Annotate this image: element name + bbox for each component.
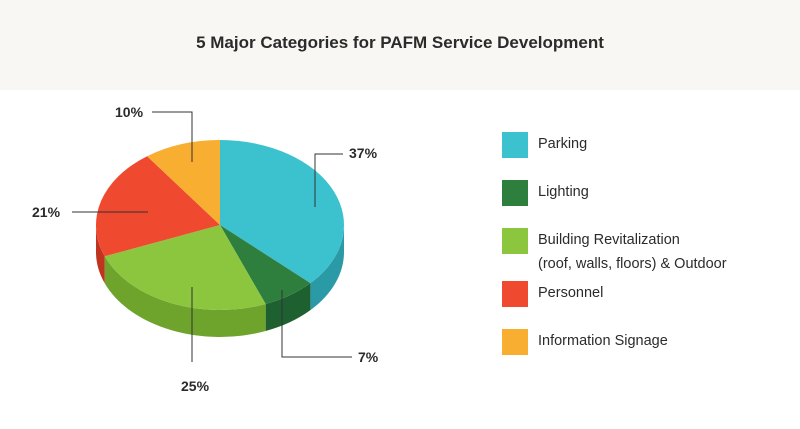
legend-item-parking: Parking: [502, 132, 768, 158]
pie-slice-personnel: [95, 156, 220, 257]
pie-slice-information-signage: [147, 140, 220, 225]
legend-swatch: [502, 228, 528, 254]
leader-line-information-signage: [152, 111, 193, 162]
chart-title: 5 Major Categories for PAFM Service Deve…: [196, 33, 604, 52]
legend-label: Parking: [538, 136, 588, 152]
legend-label: Lighting: [538, 184, 589, 200]
data-label-lighting: 7%: [358, 349, 379, 365]
legend-label: Information Signage: [538, 333, 668, 349]
pie-slice-parking: [220, 140, 344, 284]
legend-label: Building Revitalization (roof, walls, fl…: [538, 232, 727, 272]
legend-swatch: [502, 132, 528, 158]
pie-side-parking: [310, 225, 344, 311]
legend-item-personnel: Personnel: [502, 281, 768, 307]
leader-line-parking: [314, 153, 343, 207]
data-label-building-revitalization: 25%: [181, 378, 210, 394]
leader-line-lighting: [281, 290, 352, 358]
pie-slice-lighting: [220, 225, 311, 305]
title-band: [0, 0, 800, 90]
legend-item-building-revitalization: Building Revitalization (roof, walls, fl…: [502, 228, 768, 276]
data-label-personnel: 21%: [32, 204, 61, 220]
data-label-information-signage: 10%: [115, 104, 144, 120]
legend-item-information-signage: Information Signage: [502, 329, 768, 355]
legend-swatch: [502, 329, 528, 355]
pie-side-building-revitalization: [104, 256, 266, 338]
pie-side-personnel: [96, 225, 105, 284]
legend-swatch: [502, 180, 528, 206]
legend-swatch: [502, 281, 528, 307]
legend-label: Personnel: [538, 285, 604, 301]
pie-side-lighting: [265, 283, 311, 332]
legend-item-lighting: Lighting: [502, 180, 768, 206]
pie-slice-building-revitalization: [104, 225, 266, 310]
data-label-parking: 37%: [349, 145, 378, 161]
